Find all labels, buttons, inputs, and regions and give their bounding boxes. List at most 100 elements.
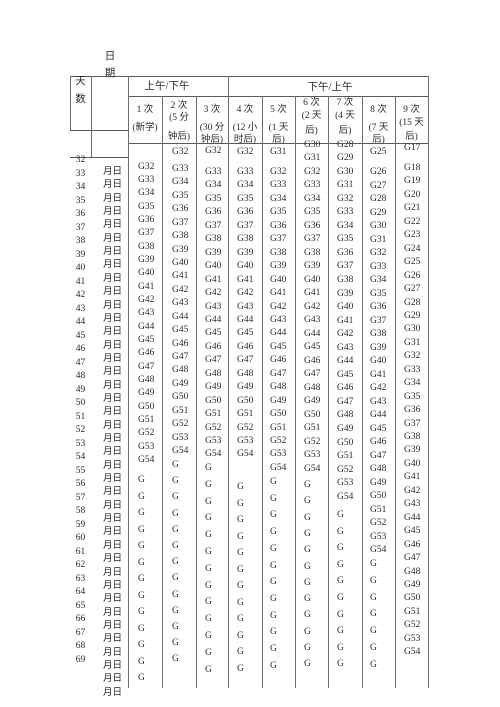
review-item: G [205, 580, 212, 591]
review-item: G45 [237, 328, 254, 339]
review-item: G51 [138, 414, 155, 425]
date-cell: 月日 [103, 287, 123, 298]
review-item: G36 [172, 204, 189, 215]
day-number: 51 [75, 411, 86, 422]
review-item: G41 [172, 271, 189, 282]
review-item: G [138, 673, 145, 683]
review-item: G53 [304, 450, 321, 460]
review-item: G48 [304, 382, 321, 393]
group-label-am-pm: 上午/下午 [144, 81, 190, 92]
review-item: G32 [172, 147, 189, 157]
review-item: G51 [337, 451, 354, 462]
review-item: G53 [205, 436, 222, 446]
review-item: G33 [205, 167, 222, 177]
review-item: G27 [404, 284, 421, 295]
date-cell: 月日 [103, 407, 123, 418]
review-item: G35 [237, 193, 254, 204]
day-number: 36 [75, 209, 86, 220]
review-item: G33 [370, 261, 387, 272]
review-item: G34 [270, 193, 287, 204]
review-item: G38 [404, 432, 421, 442]
day-number: 61 [75, 546, 86, 557]
review-item: G46 [172, 338, 189, 349]
review-item: G [337, 543, 344, 554]
review-item: G50 [404, 593, 421, 604]
review-item: G31 [270, 147, 287, 157]
review-item: G42 [205, 288, 222, 299]
review-item: G49 [304, 396, 321, 406]
review-item: G34 [172, 177, 189, 188]
review-item: G [172, 589, 179, 600]
date-cell: 月日 [103, 300, 123, 311]
review-item: G [237, 581, 244, 591]
left-header-rule [70, 130, 128, 131]
day-number: 55 [75, 465, 86, 476]
review-item: G [205, 647, 212, 658]
column-header-3-line-2: (30 分 [199, 123, 225, 133]
review-item: G [205, 631, 212, 641]
review-item: G52 [205, 422, 222, 433]
day-number: 66 [75, 614, 86, 625]
group-header-rule [128, 96, 428, 97]
review-item: G18 [404, 163, 421, 173]
review-item: G [304, 528, 311, 539]
review-item: G33 [304, 180, 321, 190]
review-item: G34 [337, 220, 354, 231]
review-item: G [237, 630, 244, 641]
review-item: G36 [237, 207, 254, 218]
review-item: G35 [205, 193, 222, 204]
review-item: G48 [270, 382, 287, 393]
review-item: G39 [237, 247, 254, 258]
day-number: 40 [75, 263, 86, 274]
day-number: 45 [75, 330, 86, 341]
review-item: G52 [404, 620, 421, 631]
review-item: G45 [370, 423, 387, 434]
column-header-rule [128, 143, 428, 144]
review-item: G [138, 623, 145, 634]
review-item: G41 [138, 281, 155, 292]
review-item: G [237, 531, 244, 542]
review-item: G [304, 594, 311, 605]
review-item: G [304, 610, 311, 621]
review-item: G41 [270, 288, 287, 299]
review-item: G52 [337, 464, 354, 475]
review-item: G [337, 526, 344, 537]
review-item: G49 [172, 378, 189, 389]
review-item: G47 [404, 553, 421, 564]
review-item: G [237, 597, 244, 608]
day-number: 50 [75, 398, 86, 409]
review-item: G30 [304, 140, 321, 150]
column-header-9-line-2: (15 天 [399, 118, 424, 128]
days-label-bottom: 数 [75, 94, 86, 105]
review-item: G [337, 609, 344, 620]
review-item: G [138, 640, 145, 650]
date-cell: 月日 [103, 260, 123, 271]
review-item: G [337, 593, 344, 603]
review-item: G42 [370, 383, 387, 393]
date-cell: 月日 [103, 514, 123, 525]
review-item: G49 [370, 477, 387, 488]
column-divider [295, 96, 296, 688]
review-item: G48 [237, 368, 254, 379]
review-item: G43 [337, 342, 354, 353]
review-item: G40 [337, 302, 354, 313]
date-cell: 月日 [103, 220, 123, 231]
review-item: G [138, 574, 145, 584]
review-item: G [237, 498, 244, 509]
review-item: G49 [138, 388, 155, 399]
date-cell: 月日 [103, 607, 123, 618]
review-item: G43 [172, 298, 189, 309]
review-item: G38 [138, 241, 155, 252]
day-number: 56 [75, 479, 86, 490]
review-item: G36 [270, 220, 287, 231]
review-item: G39 [138, 254, 155, 265]
column-header-2-line-1: 2 次 [170, 101, 188, 111]
review-item: G47 [172, 352, 189, 363]
date-cell: 月日 [103, 660, 123, 671]
review-item: G [205, 463, 212, 473]
day-number: 37 [75, 222, 86, 233]
review-item: G [304, 545, 311, 556]
review-item: G43 [270, 314, 287, 325]
review-item: G27 [370, 180, 387, 191]
review-item: G46 [404, 539, 421, 550]
